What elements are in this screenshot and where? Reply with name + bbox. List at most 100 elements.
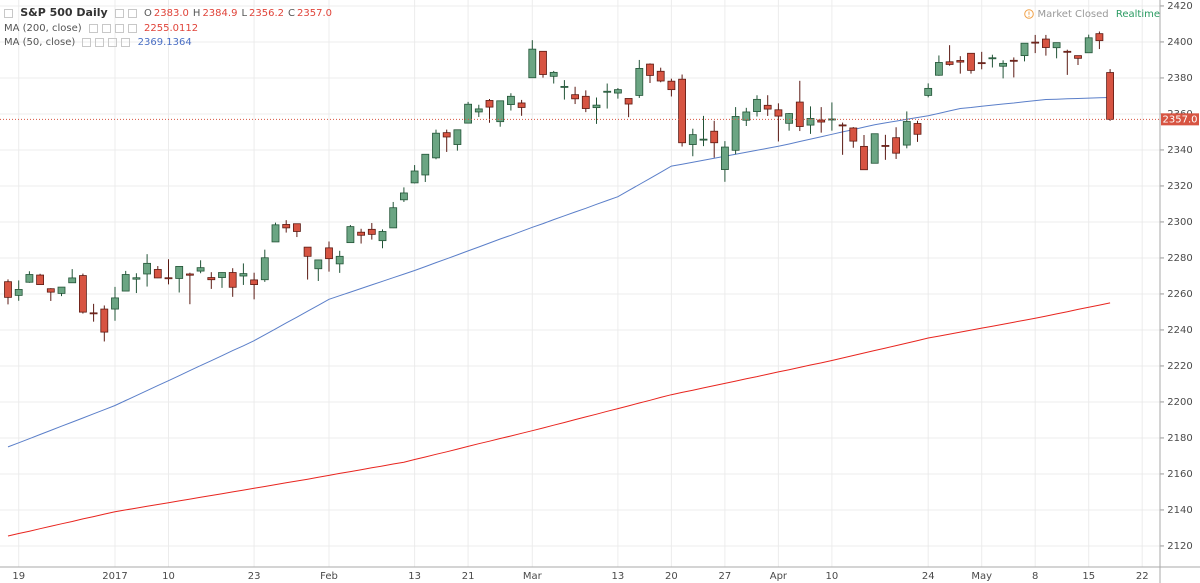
icon[interactable] [95,37,105,47]
candle-body [207,277,216,281]
candle-body [1074,55,1082,59]
candle-body [646,63,654,76]
candle-body [581,95,590,109]
candle-body [860,145,868,171]
candle-body [763,104,772,110]
candle-body [614,89,622,94]
candle-body [1042,38,1050,48]
candle-body [560,86,569,88]
candle-body [785,113,793,124]
ma-line [7,97,1111,448]
x-tick-label: 21 [462,571,475,582]
candle-body [432,132,440,159]
candle-body [1031,41,1040,44]
candle-body [1020,42,1029,57]
y-tick-label: 2160 [1167,469,1192,480]
candle-body [196,267,205,272]
x-tick-label: 2017 [102,571,127,582]
candle-body [250,279,259,285]
legend-value: 2369.1364 [137,37,192,48]
candle-body [967,52,975,71]
icon[interactable] [127,23,137,33]
y-tick-label: 2420 [1167,1,1192,12]
candle-body [175,265,184,279]
candle-body [678,78,686,144]
icon[interactable] [82,37,92,47]
icon[interactable] [114,8,124,18]
candle-body [14,289,23,296]
candle-body [753,98,761,113]
icon[interactable] [127,8,137,18]
candle-body [539,50,547,75]
candle-body [36,274,44,285]
y-tick-label: 2180 [1167,433,1192,444]
candle-body [635,68,644,96]
candle-body [399,192,408,201]
candle-body [442,132,451,138]
candle-body [1009,59,1018,62]
icon[interactable] [88,23,98,33]
candle-body [935,62,943,76]
candle-body [421,153,430,176]
y-tick-label: 2240 [1167,325,1192,336]
candle-body [710,130,719,144]
y-tick-label: 2280 [1167,253,1192,264]
candle-body [132,277,141,280]
candle-body [892,137,900,154]
candle-body [389,207,398,229]
icon[interactable] [114,23,124,33]
candle-body [346,226,355,244]
candle-body [870,133,879,164]
icon[interactable] [108,37,118,47]
candle-body [474,108,483,113]
candle-body [367,228,376,235]
candle-body [688,134,697,145]
x-tick-label: Apr [770,571,788,582]
y-tick-label: 2400 [1167,37,1192,48]
candle-body [924,87,933,96]
candle-body [571,94,579,100]
candle-body [795,101,804,127]
candle-body [496,100,505,123]
y-tick-label: 2340 [1167,145,1192,156]
candle-body [260,257,269,281]
candle-body [806,118,815,126]
ohlc-key: C [288,8,295,19]
candle-body [292,223,301,232]
candle-body [271,224,280,243]
candle-body [999,62,1007,67]
candle-body [881,145,890,147]
icon[interactable] [101,23,111,33]
candle-body [913,123,922,135]
legend-entry: MA (200, close) [4,23,82,34]
candle-body [357,231,366,236]
y-tick-label: 2260 [1167,289,1192,300]
legend-value: 2255.0112 [144,23,199,34]
candle-body [464,103,473,124]
ohlc-value: 2357.0 [297,8,332,19]
x-tick-label: 24 [922,571,935,582]
candle-body [838,124,847,127]
candle-body [1084,37,1093,54]
candle-body [314,259,323,270]
ohlc-value: 2356.2 [249,8,285,19]
candle-body [549,71,558,77]
x-tick-label: 13 [408,571,421,582]
candle-body [956,60,965,63]
x-tick-label: Feb [320,571,338,582]
icon[interactable] [121,37,131,47]
candle-body [100,308,109,333]
candle-body [624,98,633,105]
candle-body [46,288,55,293]
ma50-legend: MA (50, close) 2369.1364 [4,36,196,49]
candle-body [1106,72,1114,120]
candle-body [89,312,98,315]
ohlc-key: O [144,8,152,19]
candle-body [68,277,77,284]
candle-body [410,170,419,184]
candle-body [603,90,612,93]
ohlc-value: 2383.0 [153,8,189,19]
candle-body [143,262,152,275]
